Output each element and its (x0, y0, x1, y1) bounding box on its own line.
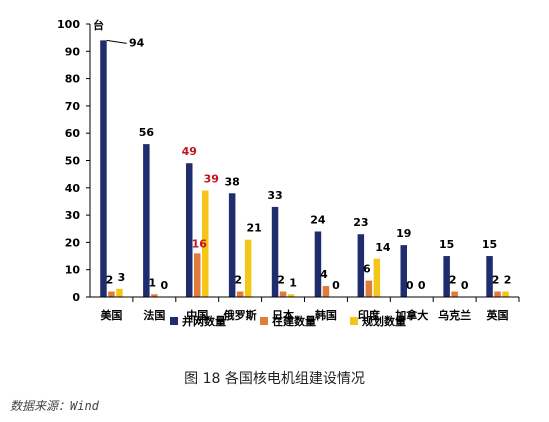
bar (287, 294, 295, 297)
legend-label: 并网数量 (182, 314, 226, 328)
x-tick-label: 俄罗斯 (223, 308, 257, 322)
y-unit-label: 台 (93, 18, 104, 32)
bar (108, 291, 115, 297)
data-label: 19 (396, 227, 411, 240)
bar (228, 193, 236, 297)
y-tick-label: 50 (65, 155, 81, 168)
source-note: 数据来源：Wind (10, 399, 99, 413)
bar (244, 239, 252, 297)
bar (314, 231, 322, 297)
x-tick-label: 韩国 (315, 308, 337, 322)
y-tick-label: 30 (65, 209, 81, 222)
y-tick-label: 80 (65, 73, 81, 86)
x-tick-label: 中国 (186, 308, 208, 322)
x-tick-label: 美国 (100, 308, 122, 322)
legend-label: 在建数量 (272, 314, 316, 328)
data-label: 4 (320, 268, 328, 281)
data-label: 0 (161, 279, 169, 292)
data-label: 0 (418, 279, 426, 292)
data-label: 2 (504, 274, 512, 287)
data-label: 39 (204, 173, 219, 186)
data-label: 2 (106, 274, 114, 287)
bar (143, 144, 150, 297)
x-tick-label: 印度 (358, 308, 381, 322)
data-label: 1 (289, 276, 297, 289)
bar (443, 256, 450, 297)
x-tick-label: 加拿大 (394, 308, 428, 322)
y-tick-label: 60 (65, 127, 81, 140)
data-label: 14 (375, 241, 391, 254)
legend-swatch (350, 317, 358, 325)
y-tick-label: 0 (72, 291, 80, 304)
data-label: 38 (224, 175, 239, 188)
bar (194, 253, 201, 297)
legend-swatch (170, 317, 178, 325)
data-label: 23 (353, 216, 368, 229)
data-label: 0 (461, 279, 469, 292)
x-tick-label: 英国 (486, 308, 509, 322)
data-label: 2 (449, 274, 457, 287)
bar (373, 258, 381, 297)
bar (236, 291, 244, 297)
data-label: 6 (363, 263, 371, 276)
bar (271, 206, 279, 297)
legend-swatch (260, 317, 268, 325)
figure-caption: 图 18 各国核电机组建设情况 (184, 371, 365, 387)
bar (116, 288, 123, 297)
bar (186, 163, 193, 297)
bar (365, 280, 373, 297)
legend: 并网数量 在建数量 规划数量 (170, 314, 406, 328)
bar (202, 190, 209, 297)
data-label: 21 (246, 222, 261, 235)
bar (279, 291, 287, 297)
leader-line (106, 39, 127, 44)
data-label: 33 (267, 189, 282, 202)
data-label: 16 (192, 237, 208, 250)
y-axis: 0 10 20 30 40 50 60 70 80 90 100 台 (57, 18, 104, 304)
bar (494, 291, 501, 297)
y-tick-label: 40 (65, 182, 81, 195)
data-label: 1 (149, 276, 157, 289)
data-label: 15 (439, 238, 454, 251)
bar (357, 234, 365, 297)
x-tick-label: 法国 (143, 308, 165, 322)
y-tick-label: 70 (65, 100, 81, 113)
y-tick-label: 20 (65, 236, 81, 249)
data-label: 2 (492, 274, 500, 287)
bar (100, 40, 107, 297)
data-label: 0 (406, 279, 414, 292)
y-tick-label: 10 (65, 264, 81, 277)
data-label: 0 (332, 279, 340, 292)
bar (151, 294, 158, 297)
data-label: 49 (182, 145, 197, 158)
bar (451, 291, 458, 297)
data-label: 2 (277, 274, 285, 287)
data-label: 2 (234, 274, 242, 287)
x-tick-label: 日本 (272, 308, 294, 322)
data-label: 3 (118, 271, 126, 284)
data-label: 15 (482, 238, 497, 251)
data-label: 24 (310, 213, 326, 226)
x-tick-label: 乌克兰 (438, 308, 471, 322)
legend-label: 规划数量 (362, 314, 406, 328)
bar (502, 291, 509, 297)
x-axis: 美国 法国 中国 俄罗斯 日本 韩国 印度 加拿大 乌克兰 英国 (90, 296, 520, 322)
bar (486, 256, 493, 297)
bars (100, 40, 509, 297)
data-label: 94 (129, 36, 145, 49)
y-tick-label: 100 (57, 18, 80, 31)
y-tick-label: 90 (65, 45, 81, 58)
bar (322, 286, 330, 297)
data-label: 56 (139, 126, 155, 139)
bar (400, 245, 407, 297)
